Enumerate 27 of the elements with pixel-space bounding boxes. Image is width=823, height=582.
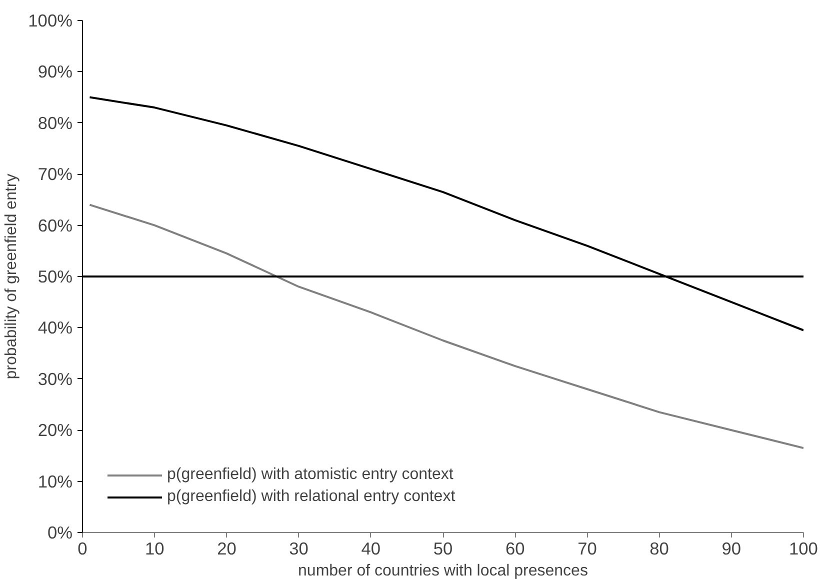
y-tick-label: 10%: [38, 471, 73, 492]
x-tick-label: 40: [361, 538, 381, 558]
legend-label: p(greenfield) with relational entry context: [167, 488, 456, 506]
y-axis-title: probability of greenfield entry: [3, 174, 20, 380]
x-tick-label: 80: [650, 538, 669, 558]
y-tick-label: 70%: [38, 164, 73, 184]
x-tick-label: 50: [433, 538, 453, 558]
x-tick-label: 70: [578, 538, 597, 558]
line-series: [88, 204, 804, 450]
x-tick-label: 60: [505, 538, 525, 558]
y-tick-label: 20%: [38, 420, 73, 440]
x-tick-label: 90: [722, 538, 742, 558]
y-tick-label: 80%: [38, 112, 73, 133]
x-tick-label: 0: [78, 538, 88, 558]
x-tick-label: 10: [144, 538, 164, 558]
y-tick-label: 30%: [38, 368, 73, 389]
y-tick-label: 0%: [47, 522, 72, 542]
y-tick-label: 50%: [38, 266, 73, 286]
y-tick-label: 40%: [38, 318, 73, 338]
y-tick-label: 60%: [38, 215, 73, 236]
x-tick-label: 20: [217, 538, 236, 558]
x-tick-label: 100: [789, 538, 818, 558]
y-tick-label: 90%: [38, 62, 73, 82]
legend-label: p(greenfield) with atomistic entry context: [167, 466, 454, 484]
x-axis-title: number of countries with local presences: [298, 562, 588, 580]
x-tick-label: 30: [289, 538, 308, 558]
y-tick-label: 100%: [28, 10, 73, 30]
